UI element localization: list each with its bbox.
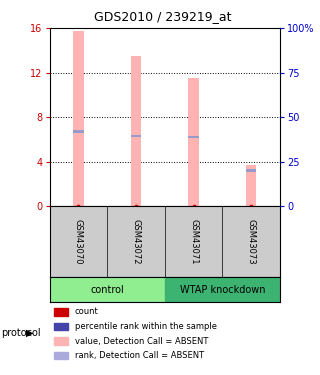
- Text: GSM43073: GSM43073: [247, 219, 256, 264]
- Text: count: count: [75, 308, 99, 316]
- Text: control: control: [90, 285, 124, 295]
- Text: percentile rank within the sample: percentile rank within the sample: [75, 322, 217, 331]
- Text: GSM43071: GSM43071: [189, 219, 198, 264]
- Bar: [54, 323, 68, 330]
- Bar: [50, 277, 165, 303]
- Text: protocol: protocol: [2, 328, 41, 338]
- Bar: [131, 135, 141, 137]
- Bar: [246, 165, 256, 206]
- Text: rank, Detection Call = ABSENT: rank, Detection Call = ABSENT: [75, 351, 204, 360]
- Bar: [188, 78, 199, 206]
- Text: GDS2010 / 239219_at: GDS2010 / 239219_at: [94, 10, 232, 24]
- Bar: [246, 169, 256, 172]
- Text: ▶: ▶: [26, 328, 34, 338]
- Text: WTAP knockdown: WTAP knockdown: [180, 285, 265, 295]
- Bar: [165, 277, 280, 303]
- Bar: [188, 136, 199, 138]
- Bar: [131, 56, 141, 206]
- Text: GSM43070: GSM43070: [74, 219, 83, 264]
- Text: value, Detection Call = ABSENT: value, Detection Call = ABSENT: [75, 336, 208, 345]
- Text: GSM43072: GSM43072: [132, 219, 140, 264]
- Bar: [54, 308, 68, 316]
- Bar: [54, 352, 68, 359]
- Bar: [73, 130, 84, 133]
- Bar: [73, 32, 84, 206]
- Bar: [54, 337, 68, 345]
